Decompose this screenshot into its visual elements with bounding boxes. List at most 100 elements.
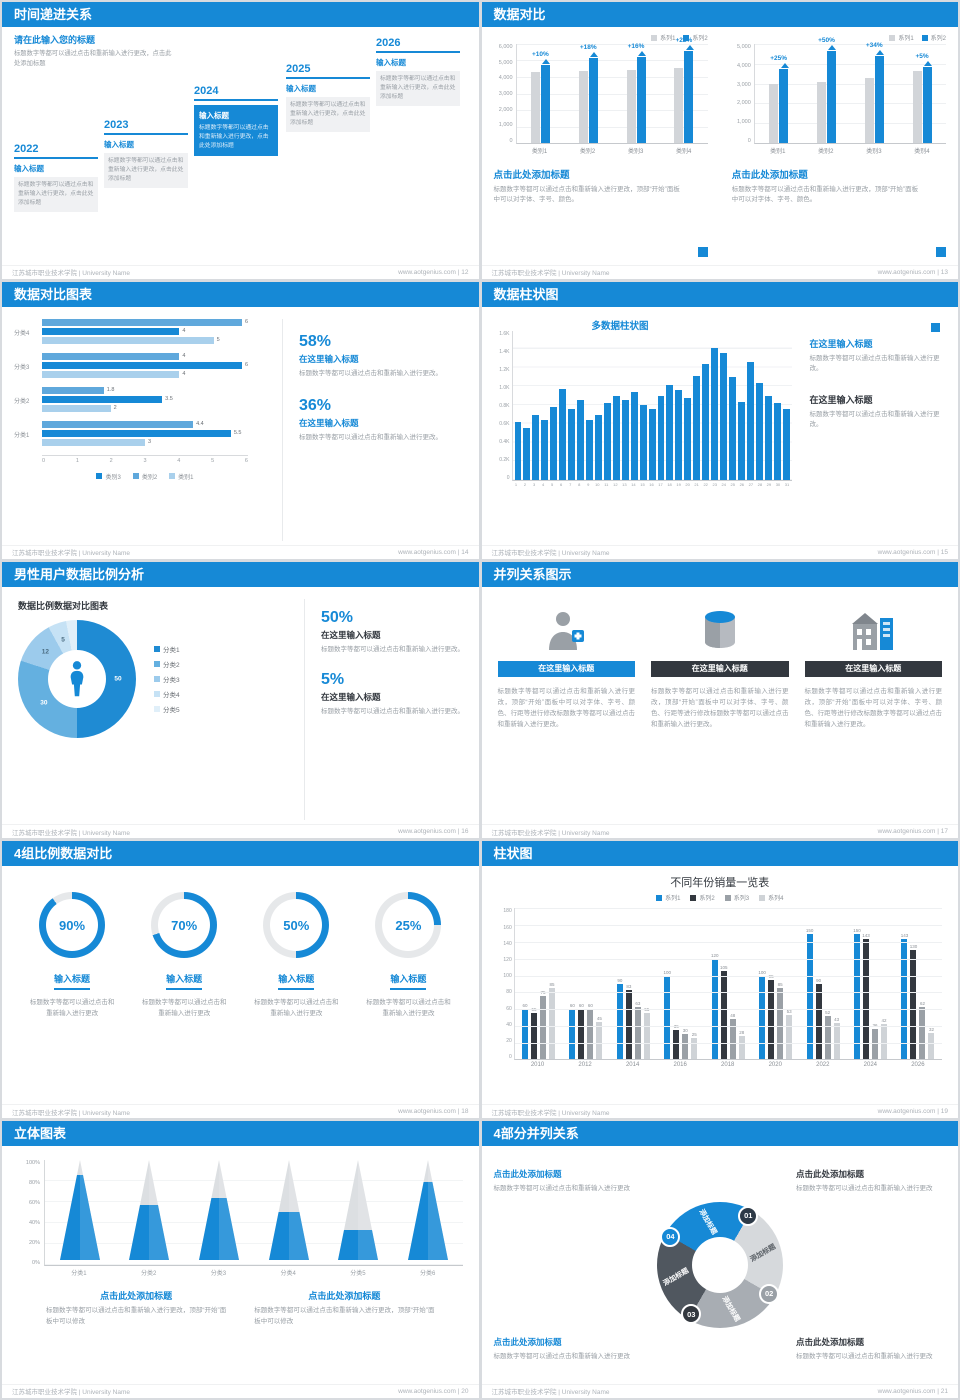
bar-group: 分类2 1.8 3.5 2 [14,386,282,414]
bar [702,364,710,480]
block-title: 在这里输入标题 [809,338,873,349]
footer-left: 江苏城市职业技术学院 | University Name [12,550,130,558]
growth-label: +34% [865,41,883,49]
caption-title: 点击此处添加标题 [731,170,808,181]
stat-percent: 58% [299,332,332,350]
growth-label: +18% [579,44,597,52]
plot-area: 6055758560606045908363551003530251201054… [513,908,942,1061]
timeline-line [14,157,98,159]
legend-item: 分类3 [154,674,180,684]
intro-body: 标题数字等都可以通过点击和重新输入进行更改，点击此处添加标题 [14,50,172,67]
slide-male-ratio-analysis[interactable]: 男性用户数据比例分析 数据比例数据对比图表 50 30 12 5 分类1 分类2 分类3 分… [2,561,479,839]
legend-swatch [154,705,160,712]
slide-content: 多数据柱状图 1.6K 1.4K 1.2K 1.0K 0.8K 0.6K 0.4K 0.2K 0… [482,307,959,545]
slide-title: 数据柱状图 [481,281,958,307]
intro-title: 请在此输入您的标题 [14,35,96,45]
building-icon [805,605,943,655]
footer-left: 江苏城市职业技术学院 | University Name [491,270,610,278]
x-tick-label: 2012 [578,1062,592,1069]
y-tick-label: 40% [28,1220,40,1227]
slide-four-part-relation[interactable]: 4部分并列关系 点击此处添加标题 标题数字等都可以通过点击和重新输入进行更改 点击此… [481,1121,958,1398]
y-tick-label: 1.0K [499,384,510,391]
chart-title: 多数据柱状图 [591,320,649,332]
gridline [514,908,942,910]
timeline-item: 2026 输入标题 标题数字等都可以通过点击和重新输入进行更改，点击此处添加标题 [376,37,460,106]
bar-value-label: 4 [182,328,186,335]
donut-chart: 50 30 12 5 [18,619,136,738]
bar [664,975,671,1060]
legend-swatch [656,894,663,901]
bar [729,1019,736,1060]
gridline [514,1025,942,1027]
x-tick-label: 0 [42,457,46,464]
column-title-banner: 在这里输入标题 [804,660,942,677]
y-tick-label: 120 [503,957,512,964]
x-tick-label: 类别4 [676,149,692,155]
bar-value-label: 43 [834,1017,840,1023]
x-tick-label: 分类6 [419,1271,436,1278]
bar-value-label: 60 [578,1003,584,1009]
footer-left: 江苏城市职业技术学院 | University Name [491,550,610,558]
stat-block: 5% 在这里输入标题 标题数字等都可以通过点击和重新输入进行更改。 [321,671,465,717]
bar [643,1013,650,1060]
legend-label: 系列2 [699,896,715,903]
y-tick-label: 160 [503,924,512,931]
y-tick-label: 5,000 [498,59,513,66]
slide-3d-chart[interactable]: 立体图表 100% 80% 60% 40% 20% 0% 分类1 分类2 分类3 分类4 分类5 分… [2,1121,479,1398]
timeline-card: 输入标题 标题数字等都可以通过点击和重新输入进行更改，点击此处添加标题 [104,139,188,188]
bar [596,1021,603,1060]
legend-label: 系列2 [930,36,946,42]
slide-footer: 江苏城市职业技术学院 | University Name www.aotgeni… [2,1104,479,1118]
gridline [754,63,946,65]
legend-item: 系列1 [656,893,680,902]
timeline-item: 2025 输入标题 标题数字等都可以通过点击和重新输入进行更改，点击此处添加标题 [286,63,370,132]
bar-value-label: 90 [617,977,623,983]
slide-comparison-chart[interactable]: 数据对比图表 分类4 6 4 5 分类3 4 6 4 分类2 1.8 3.5 2 分类1 4.4 5.5 3 … [2,281,479,559]
timeline-item-title: 输入标题 [199,111,229,120]
slide-four-ratio-comparison[interactable]: 4组比例数据对比 90% 输入标题 标题数字等都可以通过点击和重新输入进行更改 70%… [2,841,479,1119]
gridline [516,76,708,78]
gridline [754,83,946,85]
growth-label: +5% [915,52,929,60]
legend-item: 分类1 [154,644,180,654]
slide-data-comparison[interactable]: 数据对比 系列1 系列2 6,000 5,000 4,000 3,000 2,000 1,00… [481,2,958,279]
bar [42,420,194,428]
legend-item: 系列3 [724,893,749,902]
ratio-column: 70% 输入标题 标题数字等都可以通过点击和重新输入进行更改 [132,892,236,1104]
timeline-item-body: 标题数字等都可以通过点击和重新输入进行更改，点击此处添加标题 [199,125,269,149]
x-tick-label: 分类4 [280,1271,296,1278]
slide-parallel-relation[interactable]: 并列关系图示 在这里输入标题 标题数字等都可以通过点击和重新输入进行更改，顶部“开… [481,561,958,839]
bar [673,1030,680,1060]
legend-swatch [921,34,928,41]
bar-value-label: 5 [216,337,220,344]
timeline-item-title: 输入标题 [104,140,134,149]
legend-swatch [889,34,896,41]
slide-content: 分类4 6 4 5 分类3 4 6 4 分类2 1.8 3.5 2 分类1 4.4 5.5 3 0 1 2 3 4 5 6… [2,307,479,545]
slide-title: 柱状图 [481,841,958,867]
block-body: 标题数字等都可以通过点击和重新输入进行更改。 [809,354,940,373]
y-tick-label: 1.6K [499,330,510,337]
slide-footer: 江苏城市职业技术学院 | University Name www.aotgeni… [481,824,958,838]
gridline [516,60,708,62]
legend-label: 系列2 [692,36,708,42]
bar [625,989,632,1060]
bar-group: 150 90 52 43 [805,908,841,1060]
segment-label: 添加标题 [697,1207,718,1236]
y-tick-label: 3,000 [498,90,513,97]
y-axis: 1.6K 1.4K 1.2K 1.0K 0.8K 0.6K 0.4K 0.2K 0 [492,331,512,481]
x-tick-label: 14 [631,481,636,487]
slide-column-chart[interactable]: 数据柱状图 多数据柱状图 1.6K 1.4K 1.2K 1.0K 0.8K 0.6K 0.4… [481,281,959,559]
segmented-ring: 添加标题 添加标题 添加标题 添加标题 01 02 03 04 [656,1202,783,1329]
slide-grouped-column-chart[interactable]: 柱状图 不同年份销量一览表 系列1 系列2 系列3 系列4 180 160 140 120 1… [481,841,958,1119]
slide-timeline[interactable]: 时间递进关系 请在此输入您的标题 标题数字等都可以通过点击和重新输入进行更改，点… [2,2,479,279]
legend-swatch [690,894,697,901]
bar-value-label: 60 [587,1003,593,1009]
left-text-column: 点击此处添加标题 标题数字等都可以通过点击和重新输入进行更改 点击此处添加标题 标题数… [494,1160,644,1370]
bar-value-label: 3.5 [165,396,173,403]
ring-title: 输入标题 [54,972,91,991]
bar-group: 分类3 4 6 4 [14,352,282,380]
chart-legend: 类别3 类别2 类别1 [42,472,248,481]
bar [863,939,870,1060]
plot-area: +25% +50% +34% +5% [753,37,946,144]
legend-label: 分类3 [163,676,180,684]
